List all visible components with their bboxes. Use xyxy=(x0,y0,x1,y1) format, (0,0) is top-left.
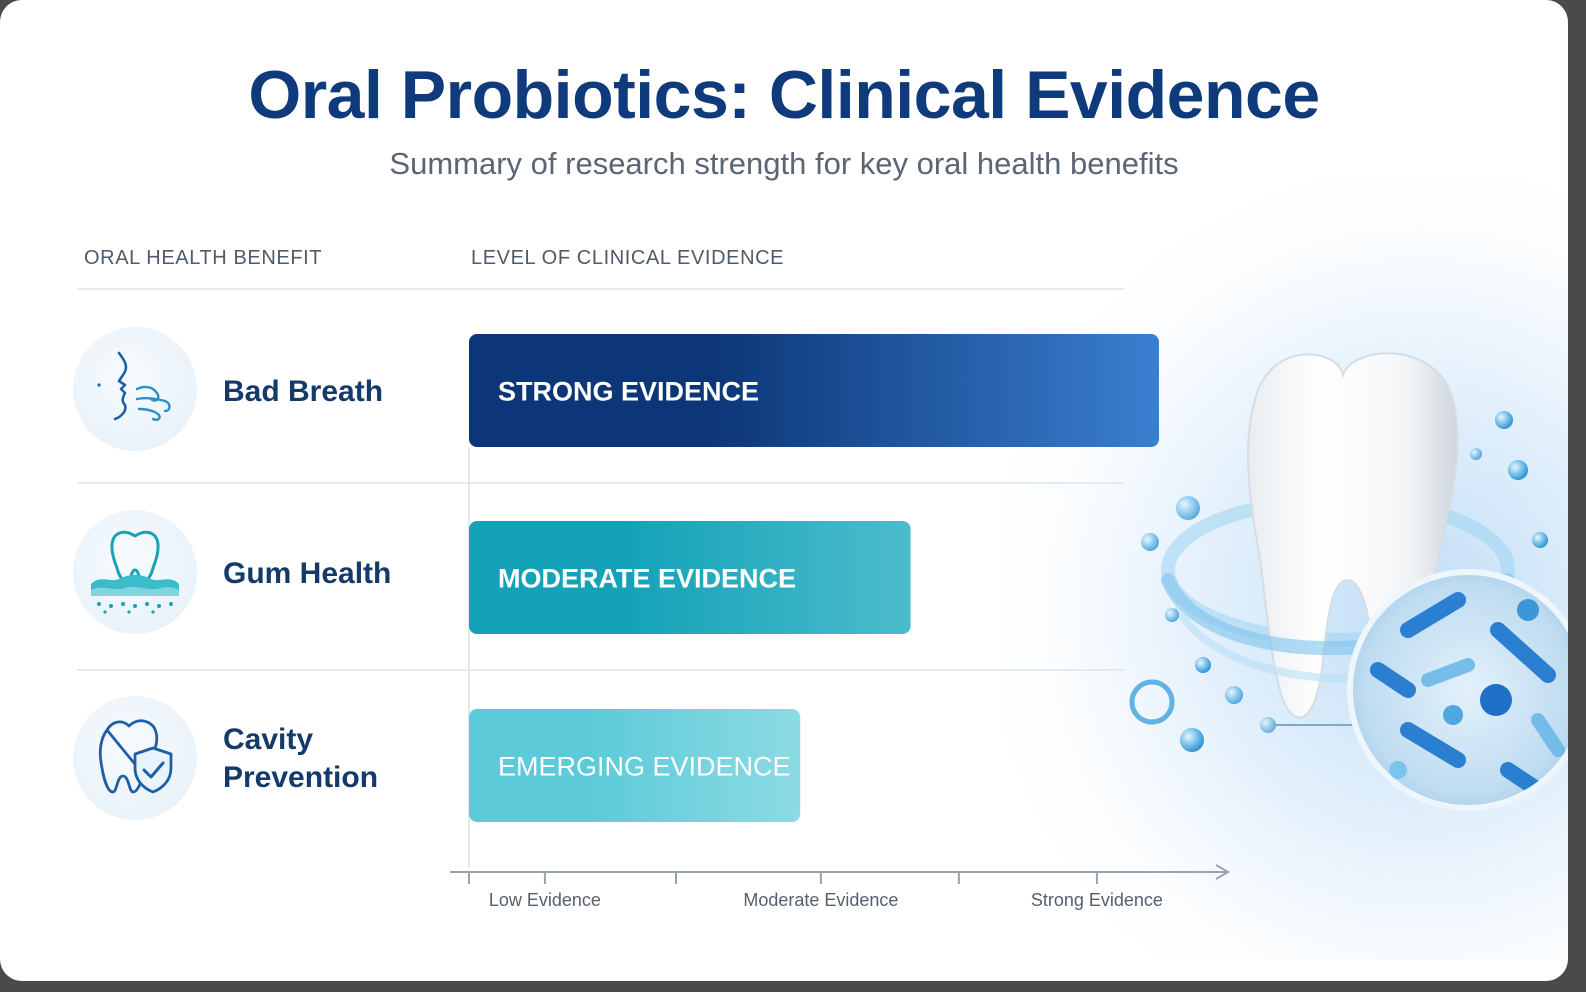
bar-label-gum-health: MODERATE EVIDENCE xyxy=(498,564,796,594)
row-divider xyxy=(77,482,1124,484)
bar-label-bad-breath: STRONG EVIDENCE xyxy=(498,377,759,407)
column-header-evidence: LEVEL OF CLINICAL EVIDENCE xyxy=(471,247,785,269)
benefit-label-gum-health: Gum Health xyxy=(223,557,392,590)
benefit-label-bad-breath: Bad Breath xyxy=(223,375,384,408)
bar-bad-breath xyxy=(469,334,1159,447)
page-subtitle: Summary of research strength for key ora… xyxy=(389,146,1179,181)
tooth-illustration xyxy=(1129,352,1568,811)
benefit-label-cavity-prevention-text: Cavity Prevention xyxy=(223,723,379,794)
tooth-shield-icon xyxy=(73,696,197,820)
bar-cavity-prevention xyxy=(469,709,801,822)
benefit-label-cavity-prevention: Cavity Prevention xyxy=(223,721,393,797)
page-title: Oral Probiotics: Clinical Evidence xyxy=(248,57,1320,133)
gum-tooth-icon xyxy=(73,510,197,634)
x-tick-label-moderate: Moderate Evidence xyxy=(743,890,899,910)
breath-icon xyxy=(73,327,197,451)
column-header-benefit: ORAL HEALTH BENEFIT xyxy=(84,247,323,269)
x-tick-label-strong: Strong Evidence xyxy=(1030,890,1163,910)
bar-label-cavity-prevention: EMERGING EVIDENCE xyxy=(498,752,791,782)
bacteria-magnifier xyxy=(1347,569,1568,811)
infographic-card: Oral Probiotics: Clinical Evidence Summa… xyxy=(0,0,1568,981)
evidence-bar-chart: STRONG EVIDENCE MODERATE EVIDENCE EMERGING… xyxy=(450,334,1230,884)
header-divider xyxy=(77,288,1124,290)
bar-gum-health xyxy=(469,521,911,634)
x-axis-arrow xyxy=(1215,864,1230,880)
chart-baseline xyxy=(468,448,470,868)
row-divider xyxy=(77,669,1124,671)
x-tick-label-low: Low Evidence xyxy=(488,890,601,910)
